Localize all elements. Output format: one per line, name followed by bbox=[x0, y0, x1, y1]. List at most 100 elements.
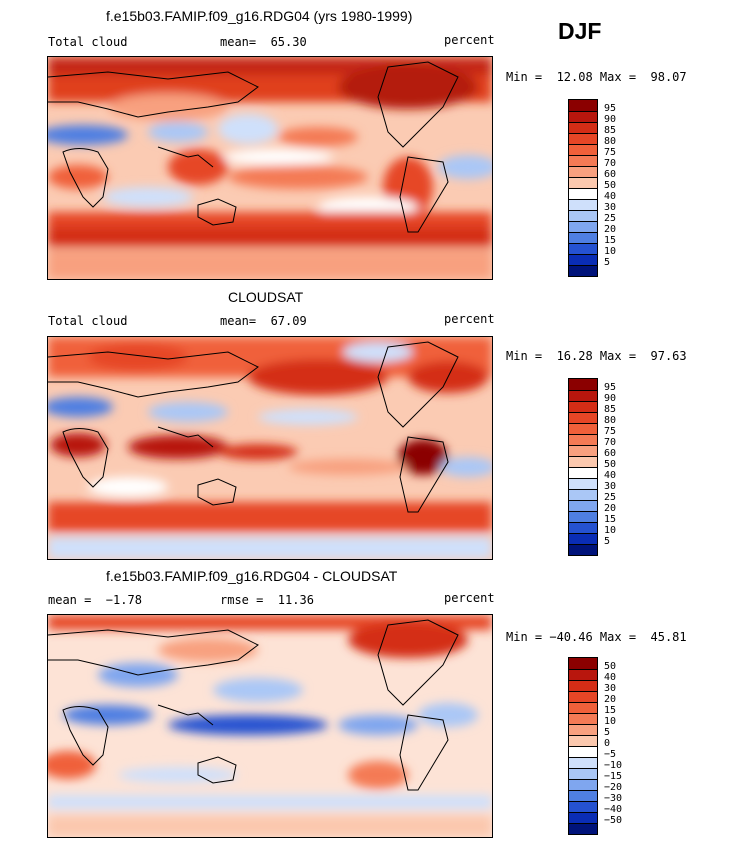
panel-1-colorbar-labels: 95 90 85 80 75 70 60 50 40 30 25 20 15 10 5 bbox=[604, 99, 634, 275]
colorbar-swatch bbox=[569, 221, 597, 232]
colorbar-level-label: −20 bbox=[604, 782, 623, 793]
panel-1-colorbar bbox=[568, 99, 598, 277]
colorbar-swatch bbox=[569, 533, 597, 544]
panel-2-mean-label: mean= 67.09 bbox=[220, 314, 307, 328]
colorbar-swatch bbox=[569, 232, 597, 243]
colorbar-level-label: −30 bbox=[604, 793, 623, 804]
colorbar-swatch bbox=[569, 768, 597, 779]
colorbar-swatch bbox=[569, 522, 597, 533]
colorbar-swatch bbox=[569, 467, 597, 478]
colorbar-level-label: 85 bbox=[604, 404, 617, 415]
colorbar-level-label: 40 bbox=[604, 470, 617, 481]
panel-2-variable-label: Total cloud bbox=[48, 314, 128, 328]
panel-1-mean-label: mean= 65.30 bbox=[220, 35, 307, 49]
colorbar-level-label: 30 bbox=[604, 202, 617, 213]
colorbar-swatch bbox=[569, 100, 597, 111]
colorbar-level-label: 50 bbox=[604, 180, 617, 191]
panel-3-rmse-label: rmse = 11.36 bbox=[220, 593, 314, 607]
colorbar-level-label: 5 bbox=[604, 536, 611, 547]
panel-1-minmax: Min = 12.08 Max = 98.07 bbox=[506, 70, 687, 84]
colorbar-swatch bbox=[569, 680, 597, 691]
colorbar-level-label: 40 bbox=[604, 191, 617, 202]
colorbar-swatch bbox=[569, 166, 597, 177]
colorbar-level-label: 20 bbox=[604, 224, 617, 235]
colorbar-swatch bbox=[569, 790, 597, 801]
colorbar-swatch bbox=[569, 111, 597, 122]
colorbar-level-label: 15 bbox=[604, 235, 617, 246]
colorbar-swatch bbox=[569, 188, 597, 199]
panel-2-colorbar bbox=[568, 378, 598, 556]
colorbar-level-label: 0 bbox=[604, 738, 611, 749]
colorbar-swatch bbox=[569, 478, 597, 489]
colorbar-level-label: 85 bbox=[604, 125, 617, 136]
colorbar-swatch bbox=[569, 823, 597, 834]
colorbar-swatch bbox=[569, 658, 597, 669]
colorbar-swatch bbox=[569, 801, 597, 812]
colorbar-swatch bbox=[569, 511, 597, 522]
colorbar-level-label: 50 bbox=[604, 661, 617, 672]
colorbar-level-label: 20 bbox=[604, 503, 617, 514]
colorbar-swatch bbox=[569, 445, 597, 456]
panel-3-colorbar bbox=[568, 657, 598, 835]
panel-2-minmax: Min = 16.28 Max = 97.63 bbox=[506, 349, 687, 363]
panel-3-title: f.e15b03.FAMIP.f09_g16.RDG04 - CLOUDSAT bbox=[106, 568, 398, 584]
colorbar-level-label: 50 bbox=[604, 459, 617, 470]
colorbar-swatch bbox=[569, 144, 597, 155]
colorbar-level-label: 15 bbox=[604, 514, 617, 525]
colorbar-swatch bbox=[569, 735, 597, 746]
colorbar-swatch bbox=[569, 423, 597, 434]
colorbar-swatch bbox=[569, 379, 597, 390]
colorbar-level-label: 10 bbox=[604, 716, 617, 727]
colorbar-swatch bbox=[569, 812, 597, 823]
panel-3-map bbox=[47, 614, 493, 838]
colorbar-swatch bbox=[569, 133, 597, 144]
colorbar-swatch bbox=[569, 412, 597, 423]
panel-2-title: CLOUDSAT bbox=[228, 289, 304, 305]
panel-3-colorbar-labels: 50 40 30 20 15 10 5 0 −5 −10 −15 −20 −30 −40 −50 bbox=[604, 657, 640, 833]
panel-1-units: percent bbox=[444, 33, 495, 47]
colorbar-level-label: 25 bbox=[604, 213, 617, 224]
colorbar-level-label: 15 bbox=[604, 705, 617, 716]
colorbar-level-label: −40 bbox=[604, 804, 623, 815]
colorbar-swatch bbox=[569, 254, 597, 265]
colorbar-level-label: 60 bbox=[604, 169, 617, 180]
colorbar-swatch bbox=[569, 724, 597, 735]
colorbar-level-label: 20 bbox=[604, 694, 617, 705]
colorbar-level-label: 70 bbox=[604, 437, 617, 448]
colorbar-level-label: 90 bbox=[604, 393, 617, 404]
colorbar-level-label: −50 bbox=[604, 815, 623, 826]
colorbar-level-label: −10 bbox=[604, 760, 623, 771]
panel-1-title: f.e15b03.FAMIP.f09_g16.RDG04 (yrs 1980-1… bbox=[106, 8, 413, 24]
colorbar-swatch bbox=[569, 489, 597, 500]
colorbar-level-label: 80 bbox=[604, 415, 617, 426]
colorbar-swatch bbox=[569, 500, 597, 511]
colorbar-swatch bbox=[569, 746, 597, 757]
colorbar-swatch bbox=[569, 779, 597, 790]
season-label: DJF bbox=[558, 18, 602, 44]
panel-3-mean-label: mean = −1.78 bbox=[48, 593, 142, 607]
colorbar-swatch bbox=[569, 177, 597, 188]
panel-2-units: percent bbox=[444, 312, 495, 326]
colorbar-level-label: 95 bbox=[604, 103, 617, 114]
panel-2-colorbar-labels: 95 90 85 80 75 70 60 50 40 30 25 20 15 10 5 bbox=[604, 378, 634, 554]
colorbar-level-label: 95 bbox=[604, 382, 617, 393]
panel-1-variable-label: Total cloud bbox=[48, 35, 128, 49]
colorbar-level-label: 30 bbox=[604, 683, 617, 694]
colorbar-swatch bbox=[569, 456, 597, 467]
colorbar-swatch bbox=[569, 669, 597, 680]
colorbar-swatch bbox=[569, 122, 597, 133]
colorbar-level-label: 5 bbox=[604, 727, 611, 738]
colorbar-level-label: 40 bbox=[604, 672, 617, 683]
colorbar-level-label: 60 bbox=[604, 448, 617, 459]
colorbar-level-label: 25 bbox=[604, 492, 617, 503]
colorbar-level-label: −5 bbox=[604, 749, 617, 760]
colorbar-level-label: −15 bbox=[604, 771, 623, 782]
colorbar-swatch bbox=[569, 401, 597, 412]
colorbar-level-label: 90 bbox=[604, 114, 617, 125]
panel-3-units: percent bbox=[444, 591, 495, 605]
colorbar-swatch bbox=[569, 243, 597, 254]
colorbar-level-label: 70 bbox=[604, 158, 617, 169]
colorbar-swatch bbox=[569, 702, 597, 713]
colorbar-swatch bbox=[569, 390, 597, 401]
colorbar-level-label: 30 bbox=[604, 481, 617, 492]
